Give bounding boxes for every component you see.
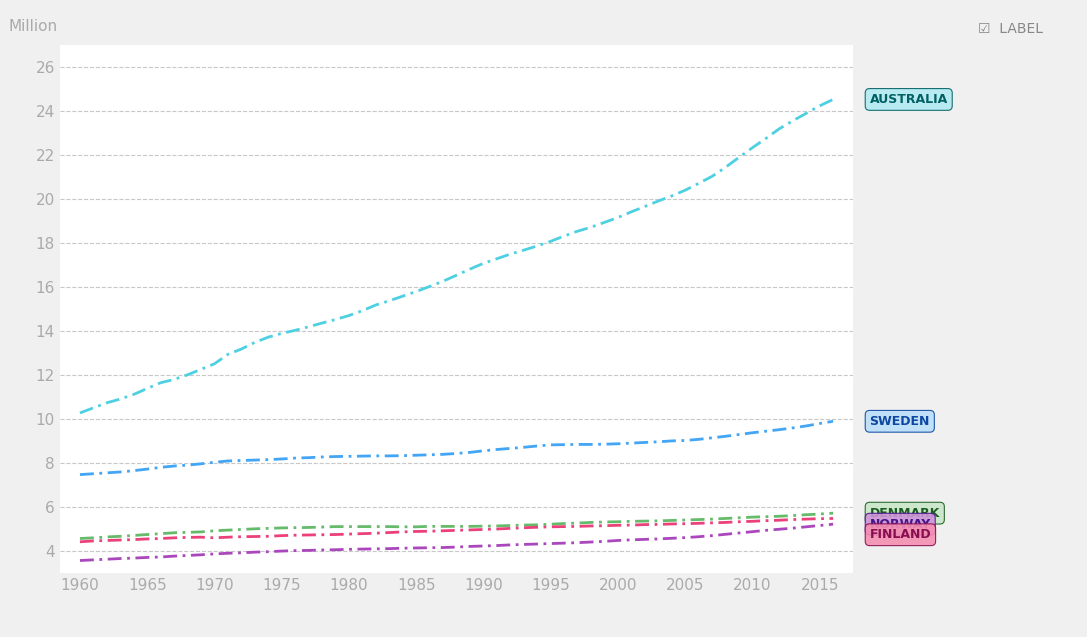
Text: ☑  LABEL: ☑ LABEL	[978, 22, 1044, 36]
Text: NORWAY: NORWAY	[870, 518, 930, 531]
Text: DENMARK: DENMARK	[870, 506, 940, 520]
Text: Million: Million	[9, 19, 58, 34]
Text: SWEDEN: SWEDEN	[870, 415, 930, 428]
Text: AUSTRALIA: AUSTRALIA	[870, 93, 948, 106]
Text: FINLAND: FINLAND	[870, 528, 932, 541]
